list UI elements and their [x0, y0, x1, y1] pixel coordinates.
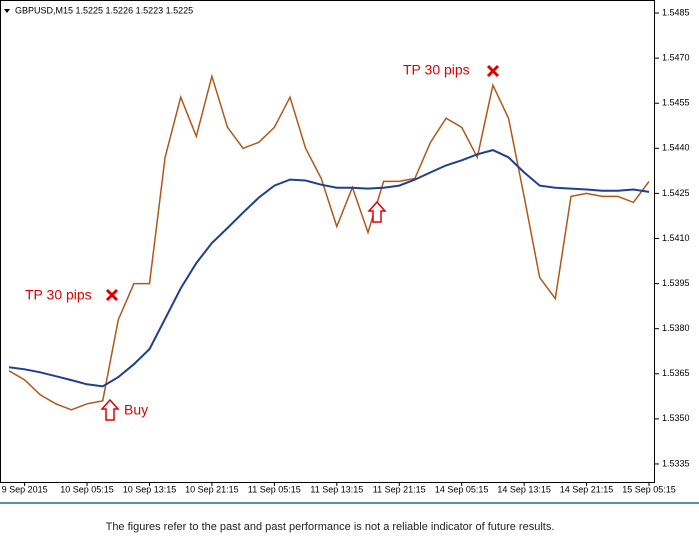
y-tick-label: 1.5455: [662, 98, 690, 108]
y-tick-label: 1.5335: [662, 458, 690, 468]
x-tick-label: 14 Sep 21:15: [560, 484, 614, 494]
footnote: The figures refer to the past and past p…: [106, 521, 555, 533]
x-tick-label: 15 Sep 05:15: [622, 484, 676, 494]
chart-title: GBPUSD,M15 1.5225 1.5226 1.5223 1.5225: [15, 5, 193, 15]
menu-arrow: [4, 9, 10, 13]
annotation: TP 30 pips: [25, 287, 92, 303]
y-tick-label: 1.5410: [662, 233, 690, 243]
y-tick-label: 1.5425: [662, 188, 690, 198]
annotation: Buy: [124, 402, 148, 418]
buy-arrow: [100, 398, 120, 421]
annotation: TP 30 pips: [403, 62, 470, 78]
tp-cross: [105, 288, 119, 302]
price-line: [8, 149, 650, 388]
x-tick-label: 9 Sep 2015: [2, 484, 48, 494]
y-tick-label: 1.5440: [662, 143, 690, 153]
price-line: [8, 73, 650, 411]
y-tick-label: 1.5470: [662, 52, 690, 62]
x-tick-label: 14 Sep 13:15: [497, 484, 551, 494]
x-tick-label: 11 Sep 13:15: [310, 484, 363, 494]
y-tick-label: 1.5395: [662, 278, 690, 288]
x-tick-label: 10 Sep 13:15: [123, 484, 177, 494]
x-tick-label: 11 Sep 21:15: [373, 484, 426, 494]
tp-cross: [486, 64, 500, 78]
y-tick-label: 1.5350: [662, 413, 690, 423]
y-tick-label: 1.5485: [662, 7, 690, 17]
y-tick-label: 1.5380: [662, 323, 690, 333]
plot-frame: [0, 0, 655, 483]
buy-arrow: [367, 200, 387, 223]
x-tick-label: 10 Sep 05:15: [60, 484, 114, 494]
x-tick-label: 14 Sep 05:15: [435, 484, 489, 494]
x-tick-label: 11 Sep 05:15: [248, 484, 301, 494]
y-tick-label: 1.5365: [662, 368, 690, 378]
x-tick-label: 10 Sep 21:15: [185, 484, 239, 494]
